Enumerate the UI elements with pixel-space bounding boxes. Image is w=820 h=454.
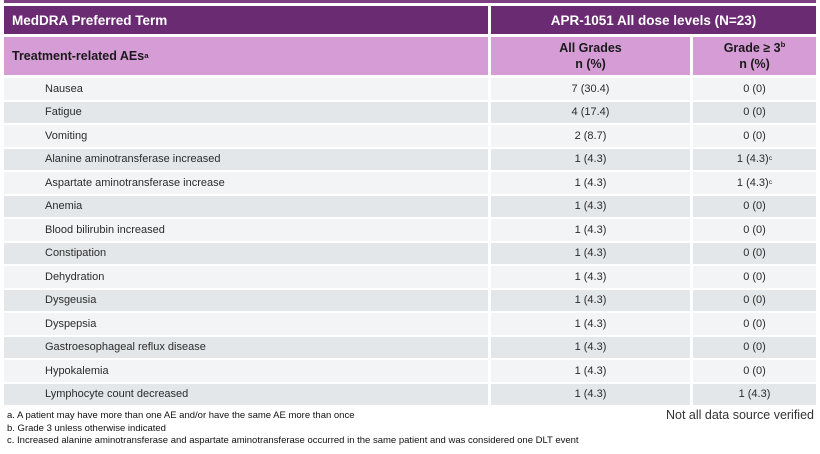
ae-term: Vomiting	[4, 125, 488, 147]
footnote-c: c. Increased alanine aminotransferase an…	[7, 435, 579, 446]
table-row: Dysgeusia 1 (4.3) 0 (0)	[4, 289, 816, 313]
footnote-b: b. Grade 3 unless otherwise indicated	[7, 422, 166, 434]
ae-term: Fatigue	[4, 101, 488, 123]
table-header-row: MedDRA Preferred Term APR-1051 All dose …	[4, 6, 816, 34]
grade3-value: 1 (4.3)	[693, 383, 816, 405]
all-grades-value: 1 (4.3)	[491, 172, 690, 194]
grade3-value: 0 (0)	[693, 266, 816, 288]
footnote-marker-b: b	[780, 39, 786, 49]
header-dose-levels: APR-1051 All dose levels (N=23)	[491, 6, 816, 34]
table-body: Nausea 7 (30.4) 0 (0) Fatigue 4 (17.4) 0 (0) V…	[4, 78, 816, 407]
table-row: Lymphocyte count decreased 1 (4.3) 1 (4.3)	[4, 383, 816, 407]
table-row: Dehydration 1 (4.3) 0 (0)	[4, 266, 816, 290]
all-grades-n-pct: n (%)	[575, 57, 606, 71]
table-row: Fatigue 4 (17.4) 0 (0)	[4, 101, 816, 125]
subheader-label: Treatment-related AEs	[12, 49, 145, 63]
grade3-label: Grade ≥ 3b	[723, 39, 786, 55]
data-verification-note: Not all data source verified	[666, 408, 814, 422]
all-grades-value: 1 (4.3)	[491, 383, 690, 405]
ae-term: Aspartate aminotransferase increase	[4, 172, 488, 194]
table-row: Constipation 1 (4.3) 0 (0)	[4, 242, 816, 266]
grade3-value: 0 (0)	[693, 242, 816, 264]
ae-term: Nausea	[4, 78, 488, 100]
table-row: Gastroesophageal reflux disease 1 (4.3) 0 …	[4, 336, 816, 360]
all-grades-value: 1 (4.3)	[491, 242, 690, 264]
grade3-value: 0 (0)	[693, 336, 816, 358]
ae-term: Hypokalemia	[4, 360, 488, 382]
subheader-all-grades: All Grades n (%)	[491, 37, 690, 75]
ae-table: MedDRA Preferred Term APR-1051 All dose …	[4, 0, 816, 407]
ae-term: Constipation	[4, 242, 488, 264]
all-grades-value: 1 (4.3)	[491, 148, 690, 170]
grade3-value: 1 (4.3) c	[693, 172, 816, 194]
table-row: Vomiting 2 (8.7) 0 (0)	[4, 125, 816, 149]
grade3-value: 0 (0)	[693, 360, 816, 382]
footnotes: a. A patient may have more than one AE a…	[7, 410, 579, 448]
all-grades-value: 1 (4.3)	[491, 360, 690, 382]
grade3-value: 0 (0)	[693, 125, 816, 147]
ae-term: Dyspepsia	[4, 313, 488, 335]
ae-term: Blood bilirubin increased	[4, 219, 488, 241]
table-row: Nausea 7 (30.4) 0 (0)	[4, 78, 816, 102]
all-grades-value: 1 (4.3)	[491, 336, 690, 358]
top-border-strip	[4, 0, 816, 3]
table-subheader-row: Treatment-related AEs a All Grades n (%) …	[4, 37, 816, 75]
all-grades-value: 1 (4.3)	[491, 289, 690, 311]
table-row: Hypokalemia 1 (4.3) 0 (0)	[4, 360, 816, 384]
grade3-value: 0 (0)	[693, 289, 816, 311]
table-row: Aspartate aminotransferase increase 1 (4.…	[4, 172, 816, 196]
ae-term: Alanine aminotransferase increased	[4, 148, 488, 170]
grade3-value: 0 (0)	[693, 78, 816, 100]
ae-term: Anemia	[4, 195, 488, 217]
all-grades-value: 2 (8.7)	[491, 125, 690, 147]
all-grades-value: 1 (4.3)	[491, 219, 690, 241]
grade3-value: 0 (0)	[693, 195, 816, 217]
all-grades-label: All Grades	[559, 40, 622, 55]
grade3-n-pct: n (%)	[739, 57, 770, 71]
footnote-a: a. A patient may have more than one AE a…	[7, 410, 355, 421]
ae-term: Lymphocyte count decreased	[4, 383, 488, 405]
all-grades-value: 4 (17.4)	[491, 101, 690, 123]
grade3-value: 0 (0)	[693, 101, 816, 123]
table-row: Dyspepsia 1 (4.3) 0 (0)	[4, 313, 816, 337]
all-grades-value: 1 (4.3)	[491, 313, 690, 335]
subheader-grade3: Grade ≥ 3b n (%)	[693, 37, 816, 75]
subheader-treatment-related-aes: Treatment-related AEs a	[4, 37, 488, 75]
table-row: Alanine aminotransferase increased 1 (4.3…	[4, 148, 816, 172]
all-grades-value: 7 (30.4)	[491, 78, 690, 100]
all-grades-value: 1 (4.3)	[491, 195, 690, 217]
ae-term: Dehydration	[4, 266, 488, 288]
table-row: Anemia 1 (4.3) 0 (0)	[4, 195, 816, 219]
ae-term: Gastroesophageal reflux disease	[4, 336, 488, 358]
header-meddra-term: MedDRA Preferred Term	[4, 6, 488, 34]
grade3-value: 0 (0)	[693, 313, 816, 335]
table-row: Blood bilirubin increased 1 (4.3) 0 (0)	[4, 219, 816, 243]
grade3-value: 1 (4.3) c	[693, 148, 816, 170]
grade3-value: 0 (0)	[693, 219, 816, 241]
ae-term: Dysgeusia	[4, 289, 488, 311]
all-grades-value: 1 (4.3)	[491, 266, 690, 288]
